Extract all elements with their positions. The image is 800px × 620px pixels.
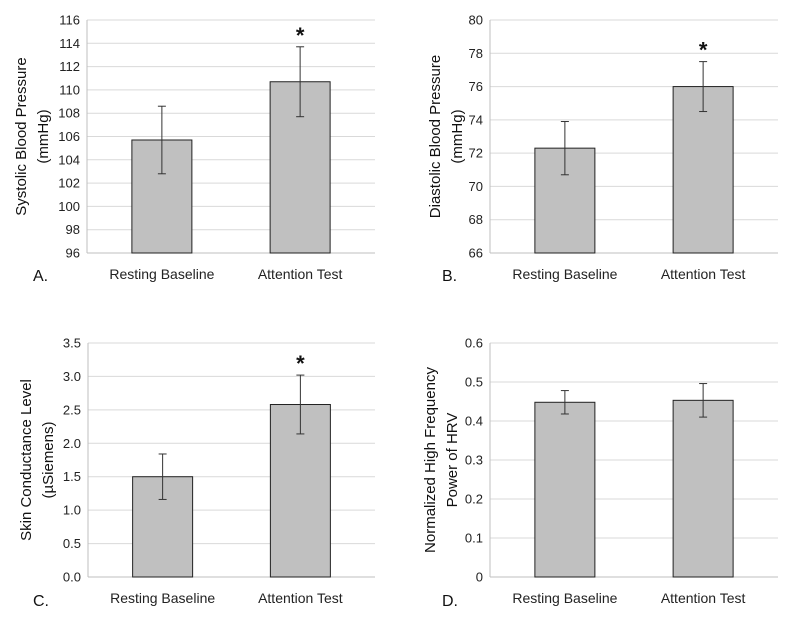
y-axis-title-line2: (mmHg) bbox=[449, 109, 466, 163]
y-tick-label: 0.2 bbox=[465, 492, 483, 507]
panel-label: B. bbox=[442, 268, 457, 285]
x-category-label: Attention Test bbox=[258, 266, 343, 282]
y-tick-label: 80 bbox=[469, 13, 483, 28]
x-category-label: Attention Test bbox=[258, 590, 343, 606]
y-tick-label: 2.0 bbox=[63, 436, 81, 451]
error-bar bbox=[560, 390, 569, 415]
y-tick-label: 0.4 bbox=[465, 414, 483, 429]
y-tick-label: 110 bbox=[59, 82, 80, 97]
chart-panel-4: 0 0.1 0.2 0.3 0.4 0.5 0.6 Resting Baseline Atten… bbox=[422, 336, 778, 610]
y-axis-title-line1: Systolic Blood Pressure bbox=[13, 57, 30, 215]
chart-panel-1: 96 98 100 102 104 106 108 110 112 114 116 Resting B… bbox=[13, 13, 375, 285]
significance-marker: * bbox=[296, 23, 305, 48]
y-tick-label: 74 bbox=[469, 112, 483, 127]
x-category-label: Attention Test bbox=[661, 590, 746, 606]
error-bar bbox=[560, 121, 569, 176]
y-tick-label: 114 bbox=[59, 36, 80, 51]
y-tick-label: 0.5 bbox=[465, 375, 483, 390]
y-axis-title-line1: Skin Conductance Level bbox=[18, 379, 35, 541]
y-tick-label: 100 bbox=[58, 199, 80, 214]
bar bbox=[672, 399, 734, 578]
y-tick-label: 0.0 bbox=[63, 570, 81, 585]
significance-marker: * bbox=[699, 38, 708, 63]
y-tick-label: 98 bbox=[66, 222, 80, 237]
y-tick-label: 96 bbox=[66, 246, 80, 261]
bar bbox=[534, 401, 596, 578]
x-category-label: Resting Baseline bbox=[109, 266, 214, 282]
panel-label: A. bbox=[33, 268, 48, 285]
y-tick-label: 0.3 bbox=[465, 453, 483, 468]
y-tick-label: 76 bbox=[469, 79, 483, 94]
y-tick-label: 104 bbox=[58, 152, 80, 167]
y-tick-label: 70 bbox=[469, 179, 483, 194]
y-axis-title-line2: Power of HRV bbox=[444, 413, 461, 508]
x-category-label: Resting Baseline bbox=[512, 590, 617, 606]
chart-panel-2: 66 68 70 72 74 76 78 80 Resting Baseline * Attenti… bbox=[427, 13, 778, 285]
significance-marker: * bbox=[296, 351, 305, 376]
y-tick-label: 78 bbox=[469, 46, 483, 61]
error-bar bbox=[296, 374, 305, 435]
y-tick-label: 3.5 bbox=[63, 336, 81, 351]
y-tick-label: 0.5 bbox=[63, 536, 81, 551]
y-tick-label: 1.5 bbox=[63, 469, 81, 484]
x-category-label: Attention Test bbox=[661, 266, 746, 282]
error-bar bbox=[157, 105, 166, 175]
y-tick-label: 0.6 bbox=[465, 336, 483, 351]
panel-label: C. bbox=[33, 593, 49, 610]
y-tick-label: 3.0 bbox=[63, 369, 81, 384]
y-axis-title-line1: Diastolic Blood Pressure bbox=[427, 55, 444, 218]
error-bar bbox=[699, 383, 708, 418]
y-tick-label: 68 bbox=[469, 212, 483, 227]
y-axis-title-line2: (µSiemens) bbox=[40, 422, 57, 499]
x-category-label: Resting Baseline bbox=[512, 266, 617, 282]
error-bar bbox=[158, 453, 167, 500]
y-tick-label: 72 bbox=[469, 146, 483, 161]
y-axis-title-line1: Normalized High Frequency bbox=[422, 367, 439, 553]
y-tick-label: 108 bbox=[58, 106, 80, 121]
y-axis-title-line2: (mmHg) bbox=[35, 109, 52, 163]
error-bar bbox=[296, 46, 305, 118]
y-tick-label: 1.0 bbox=[63, 503, 81, 518]
x-category-label: Resting Baseline bbox=[110, 590, 215, 606]
y-tick-label: 0 bbox=[476, 570, 483, 585]
error-bar bbox=[699, 61, 708, 113]
y-tick-label: 116 bbox=[59, 13, 80, 28]
y-tick-label: 112 bbox=[59, 59, 80, 74]
y-tick-label: 66 bbox=[469, 246, 483, 261]
y-tick-label: 102 bbox=[58, 176, 80, 191]
chart-panel-3: 0.0 0.5 1.0 1.5 2.0 2.5 3.0 3.5 Resting Baseline… bbox=[18, 336, 375, 610]
y-tick-label: 0.1 bbox=[465, 531, 483, 546]
y-tick-label: 106 bbox=[58, 129, 80, 144]
y-tick-label: 2.5 bbox=[63, 402, 81, 417]
panel-label: D. bbox=[442, 593, 458, 610]
